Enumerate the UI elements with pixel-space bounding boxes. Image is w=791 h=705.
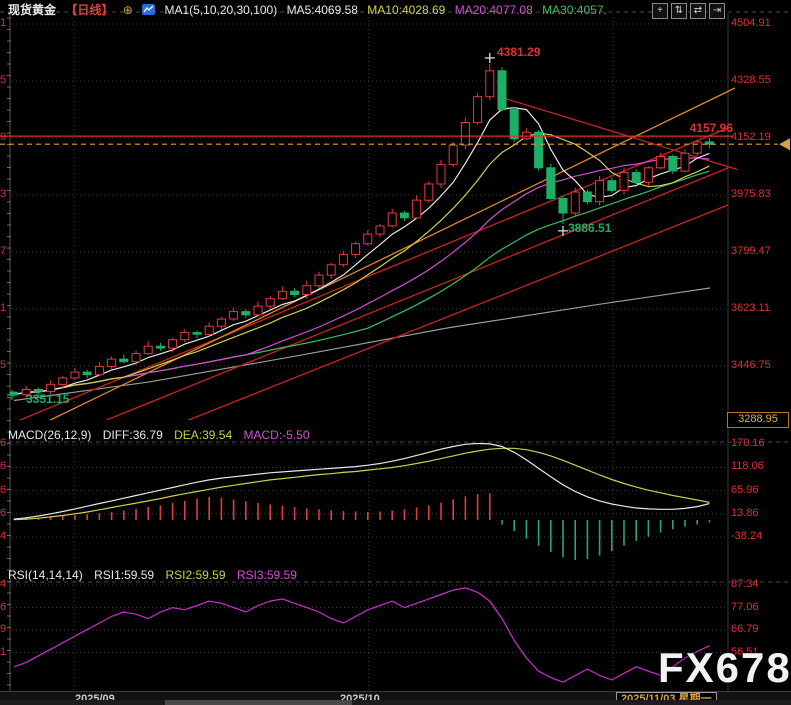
scrollbar-thumb[interactable] [165, 700, 352, 705]
rsi-params[interactable]: RSI(14,14,14) [8, 568, 83, 582]
x-scale-icon[interactable]: ⇄ [690, 3, 706, 19]
rsi3-value: RSI3:59.59 [236, 568, 297, 582]
y-scale-icon[interactable]: ⇅ [671, 3, 687, 19]
rsi2-value: RSI2:59.59 [165, 568, 226, 582]
symbol-name: 现货黄金 [8, 3, 57, 17]
exit-chart-icon[interactable]: ⇥ [709, 3, 725, 19]
link-icon[interactable]: ⊕ [122, 3, 133, 17]
start-low-price-label: 3351.15 [26, 392, 70, 406]
peak-price-label: 4381.29 [497, 45, 541, 59]
ma30-value: MA30:4057. [542, 3, 607, 17]
fx678-watermark: FX678 [658, 644, 791, 691]
pan-icon[interactable]: + [652, 3, 668, 19]
rsi-header: RSI(14,14,14) RSI1:59.59 RSI2:59.59 RSI3… [8, 568, 305, 582]
macd-dea-value: DEA:39.54 [174, 428, 233, 442]
period-label[interactable]: 【日线】 [65, 3, 114, 17]
rsi1-value: RSI1:59.59 [94, 568, 155, 582]
macd-header: MACD(26,12,9) DIFF:36.79 DEA:39.54 MACD:… [8, 428, 318, 442]
axis-bottom-value-box: 3288.95 [727, 412, 789, 428]
macd-value: MACD:-5.50 [243, 428, 310, 442]
macd-params[interactable]: MACD(26,12,9) [8, 428, 92, 442]
ma10-value: MA10:4028.69 [367, 3, 446, 17]
chart-toolbar: + ⇅ ⇄ ⇥ [652, 3, 725, 19]
chart-type-icon[interactable] [142, 3, 156, 20]
ma5-value: MA5:4069.58 [286, 3, 358, 17]
alert-price-label[interactable]: 4157.96 [689, 121, 733, 135]
chart-header: 现货黄金 【日线】 ⊕ MA1(5,10,20,30,100) MA5:4069… [8, 2, 613, 20]
ma20-value: MA20:4077.08 [454, 3, 533, 17]
trough-price-label: 3886.51 [568, 221, 612, 235]
horizontal-scrollbar[interactable] [0, 700, 791, 705]
ma-group-label: MA1(5,10,20,30,100) [164, 3, 278, 17]
macd-diff-value: DIFF:36.79 [102, 428, 163, 442]
